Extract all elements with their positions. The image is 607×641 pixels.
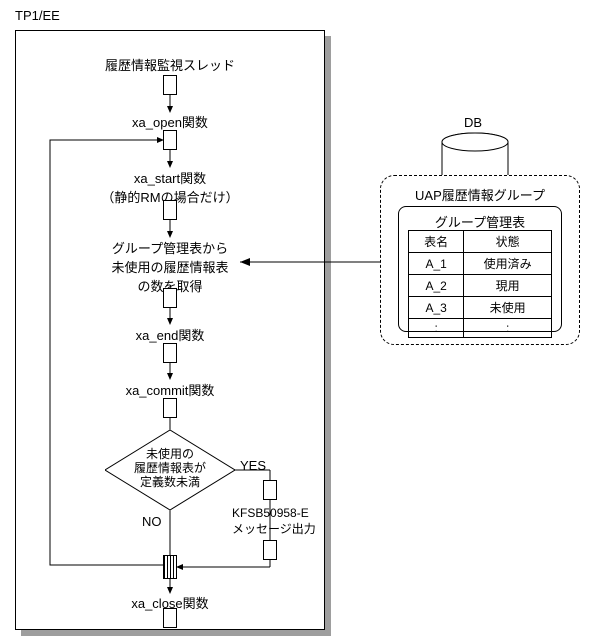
col-name: 表名 bbox=[409, 231, 464, 253]
table-row: :: bbox=[409, 319, 552, 338]
table-row: A_2現用 bbox=[409, 275, 552, 297]
db-label: DB bbox=[448, 115, 498, 130]
col-status: 状態 bbox=[464, 231, 552, 253]
table-row: A_1使用済み bbox=[409, 253, 552, 275]
table-row: A_3未使用 bbox=[409, 297, 552, 319]
group-table-title: グループ管理表 bbox=[398, 212, 562, 231]
uap-group-label: UAP履歴情報グループ bbox=[380, 185, 580, 204]
group-table: 表名 状態 A_1使用済み A_2現用 A_3未使用 :: bbox=[408, 230, 552, 338]
